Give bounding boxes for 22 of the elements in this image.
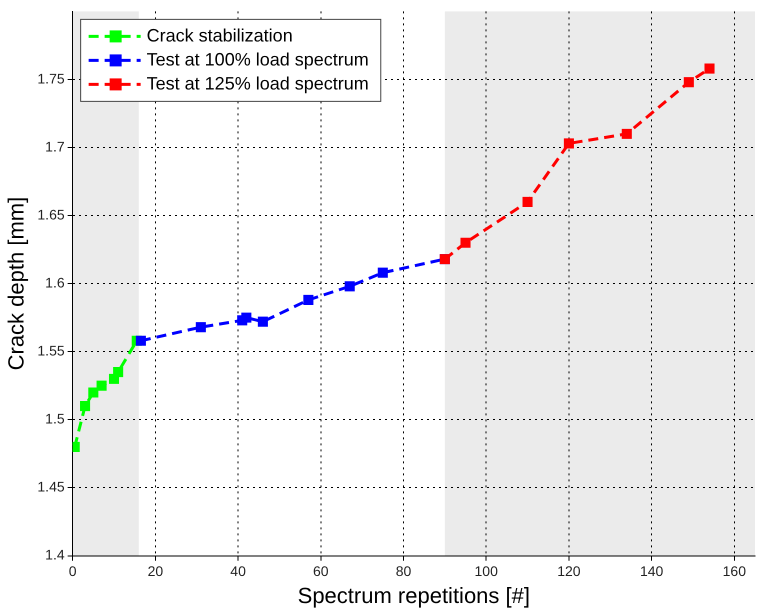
x-tick-label: 60 [312,563,329,580]
y-tick-label: 1.7 [45,138,65,154]
x-tick-label: 100 [474,563,498,580]
legend-label: Test at 100% load spectrum [146,49,369,70]
y-tick-label: 1.6 [45,274,65,290]
x-tick-label: 160 [722,563,746,580]
y-tick-label: 1.55 [37,342,65,359]
y-tick-label: 1.65 [37,206,65,222]
x-tick-label: 140 [640,563,664,580]
x-tick-label: 40 [230,563,246,580]
y-tick-label: 1.75 [37,70,65,86]
legend-label: Test at 125% load spectrum [146,73,369,94]
y-tick-label: 1.45 [37,478,65,495]
y-tick-label: 1.5 [45,410,65,427]
x-tick-label: 80 [396,563,412,580]
x-tick-label: 20 [148,563,164,580]
y-axis-title: Crack depth [mm] [3,196,28,370]
legend-label: Crack stabilization [146,25,293,46]
x-tick-label: 0 [68,563,77,580]
y-tick-label: 1.4 [45,546,65,563]
x-tick-label: 120 [557,563,581,580]
x-axis-title: Spectrum repetitions [#] [298,582,530,608]
